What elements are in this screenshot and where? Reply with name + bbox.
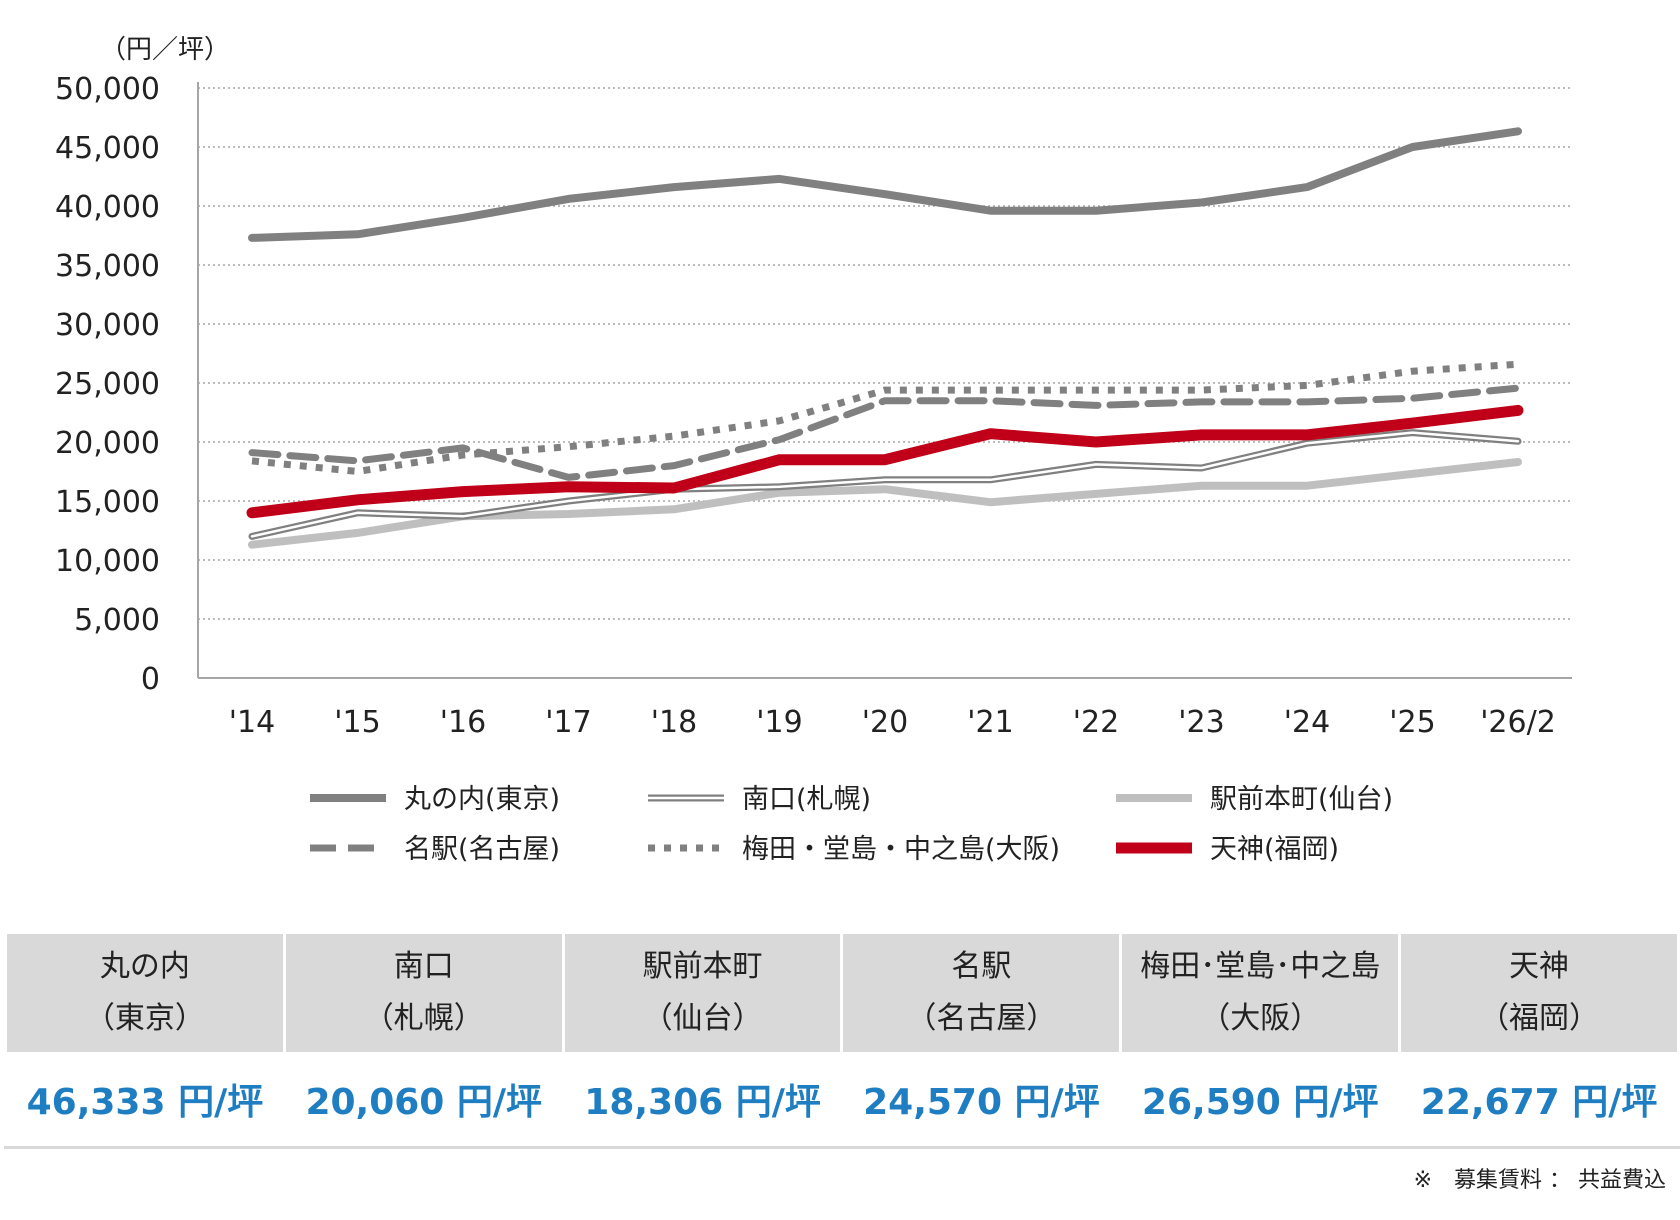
- summary-header-cell: 天神 （福岡）: [1398, 934, 1680, 1052]
- series-line: [248, 384, 1522, 481]
- summary-header-cell: 南口 （札幌）: [282, 934, 565, 1052]
- legend-label: 丸の内(東京): [404, 784, 560, 815]
- rent-line-chart: （円／坪） 0 5,000 10,000 15,000 20,000 25,000 30,0…: [55, 35, 1572, 865]
- x-tick-label: '22: [1073, 705, 1119, 740]
- legend: 丸の内(東京) 南口(札幌) 駅前本町(仙台) 名駅(名古屋) 梅田・堂島・中之島(大阪…: [310, 784, 1393, 865]
- legend-item: 南口(札幌): [648, 784, 871, 815]
- series-path: [246, 404, 1524, 519]
- legend-label: 梅田・堂島・中之島(大阪): [742, 834, 1060, 865]
- y-tick-label: 25,000: [55, 367, 160, 402]
- series-line: [248, 458, 1522, 549]
- city-name: （大阪）: [1200, 1001, 1321, 1036]
- summary-table: 丸の内 （東京） 南口 （札幌） 駅前本町 （仙台） 名駅 （名古屋） 梅田･堂島･中之…: [4, 934, 1680, 1149]
- area-name: 名駅: [951, 949, 1012, 984]
- x-tick-label: '20: [862, 705, 908, 740]
- x-tick-label: '15: [334, 705, 380, 740]
- city-name: （名古屋）: [906, 1001, 1057, 1036]
- y-tick-label: 5,000: [74, 603, 160, 638]
- summary-header-cell: 梅田･堂島･中之島 （大阪）: [1119, 934, 1402, 1052]
- x-axis: '14 '15 '16 '17 '18 '19 '20 '21 '22 '23 '24 '25 '26/…: [198, 677, 1572, 740]
- y-tick-label: 15,000: [55, 485, 160, 520]
- legend-label: 名駅(名古屋): [404, 834, 560, 865]
- x-tick-label: '21: [967, 705, 1013, 740]
- summary-header-cell: 名駅 （名古屋）: [840, 934, 1123, 1052]
- y-tick-label: 35,000: [55, 249, 160, 284]
- series-path: [248, 127, 1522, 242]
- rent-value: 46,333 円/坪: [4, 1052, 286, 1149]
- y-tick-label: 45,000: [55, 131, 160, 166]
- legend-item: 名駅(名古屋): [310, 834, 560, 865]
- x-tick-label: '23: [1178, 705, 1224, 740]
- y-tick-label: 0: [141, 662, 160, 697]
- summary-header-row: 丸の内 （東京） 南口 （札幌） 駅前本町 （仙台） 名駅 （名古屋） 梅田･堂島･中之…: [4, 934, 1680, 1052]
- x-tick-label: '16: [440, 705, 486, 740]
- rent-value: 22,677 円/坪: [1398, 1052, 1680, 1149]
- rent-value: 26,590 円/坪: [1119, 1052, 1402, 1149]
- series-line: [248, 127, 1522, 242]
- summary-header-cell: 丸の内 （東京）: [4, 934, 286, 1052]
- series-lines: [246, 127, 1524, 549]
- x-tick-label: '18: [651, 705, 697, 740]
- series-line: [251, 360, 1519, 475]
- city-name: （仙台）: [642, 1001, 763, 1036]
- rent-value: 24,570 円/坪: [840, 1052, 1123, 1149]
- legend-item: 丸の内(東京): [310, 784, 560, 815]
- legend-item: 梅田・堂島・中之島(大阪): [648, 834, 1060, 865]
- series-line: [248, 429, 1522, 540]
- legend-label: 天神(福岡): [1210, 834, 1339, 865]
- footnote: ※ 募集賃料 ： 共益費込: [1413, 1168, 1666, 1193]
- x-tick-label: '26/2: [1480, 705, 1556, 740]
- x-tick-label: '17: [545, 705, 591, 740]
- y-tick-label: 40,000: [55, 190, 160, 225]
- x-tick-label: '14: [229, 705, 275, 740]
- y-tick-label: 10,000: [55, 544, 160, 579]
- y-tick-label: 50,000: [55, 72, 160, 107]
- series-path: [248, 384, 1522, 481]
- legend-label: 駅前本町(仙台): [1210, 784, 1393, 815]
- area-name: 駅前本町: [642, 949, 763, 984]
- area-name: 南口: [393, 949, 454, 984]
- area-name: 丸の内: [99, 949, 190, 984]
- series-path: [250, 431, 1520, 538]
- y-tick-label: 20,000: [55, 426, 160, 461]
- series-path: [248, 458, 1522, 549]
- y-axis: 0 5,000 10,000 15,000 20,000 25,000 30,000 35,0…: [55, 72, 199, 697]
- area-name: 天神: [1509, 949, 1570, 984]
- series-path: [251, 360, 1519, 475]
- rent-value: 20,060 円/坪: [282, 1052, 565, 1149]
- city-name: （福岡）: [1479, 1001, 1600, 1036]
- x-tick-label: '24: [1284, 705, 1330, 740]
- city-name: （東京）: [84, 1001, 205, 1036]
- rent-value: 18,306 円/坪: [561, 1052, 844, 1149]
- summary-header-cell: 駅前本町 （仙台）: [561, 934, 844, 1052]
- series-line: [246, 404, 1524, 519]
- legend-label: 南口(札幌): [742, 784, 871, 815]
- legend-item: 天神(福岡): [1116, 834, 1339, 865]
- y-unit-label: （円／坪）: [100, 35, 230, 65]
- legend-item: 駅前本町(仙台): [1116, 784, 1393, 815]
- area-name: 梅田･堂島･中之島: [1140, 949, 1381, 984]
- city-name: （札幌）: [363, 1001, 484, 1036]
- x-tick-label: '19: [756, 705, 802, 740]
- y-tick-label: 30,000: [55, 308, 160, 343]
- x-tick-label: '25: [1389, 705, 1435, 740]
- summary-value-row: 46,333 円/坪 20,060 円/坪 18,306 円/坪 24,570 …: [4, 1052, 1680, 1149]
